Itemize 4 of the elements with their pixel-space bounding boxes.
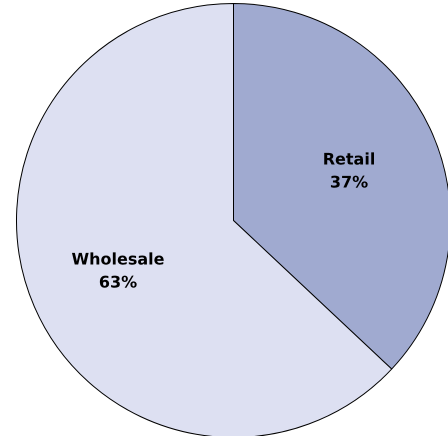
slice-label: Wholesale: [71, 250, 165, 269]
data-label: 63%: [98, 272, 138, 292]
data-label: 37%: [330, 172, 368, 192]
slice-label: Retail: [322, 150, 376, 169]
